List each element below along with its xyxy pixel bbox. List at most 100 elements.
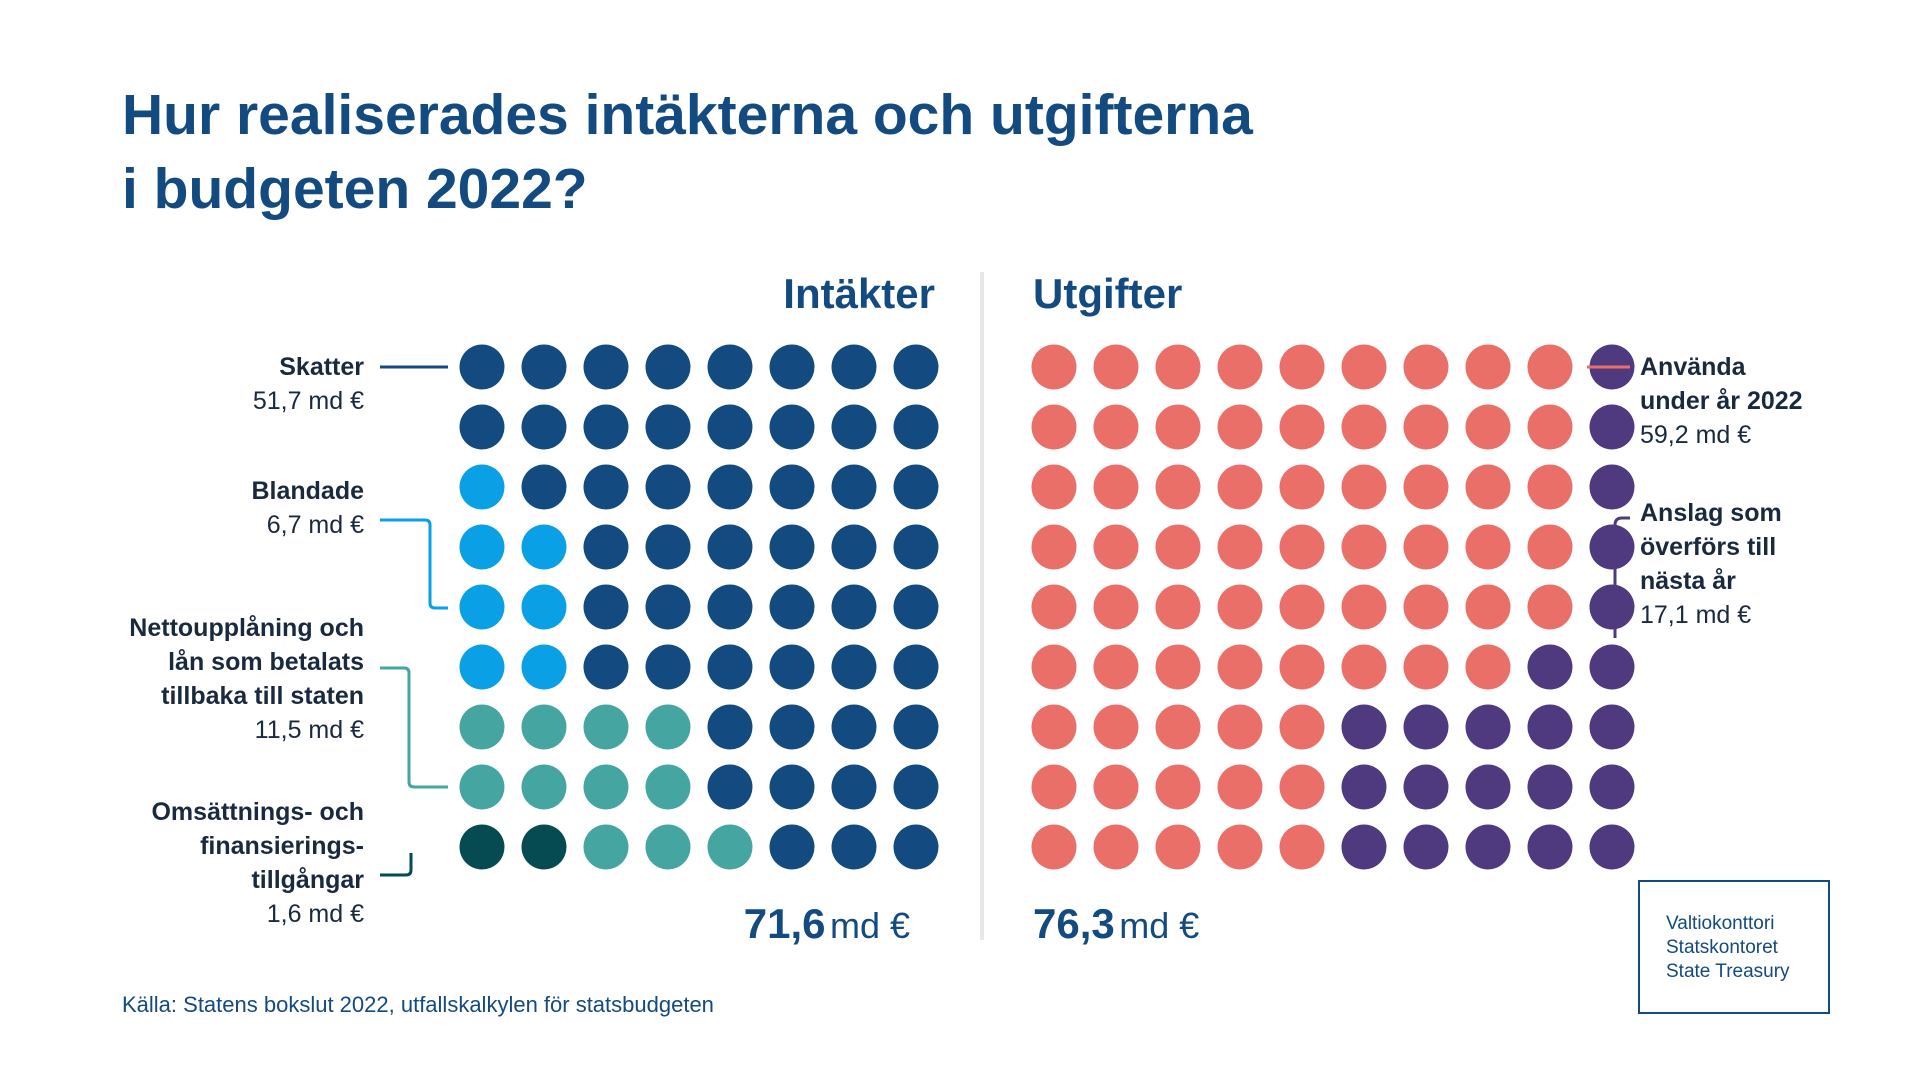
source-note: Källa: Statens bokslut 2022, utfallskalk…: [122, 992, 714, 1017]
income-dot-skatter: [707, 764, 753, 810]
label-blandade-name: Blandade: [251, 477, 364, 505]
logo-line-3: State Treasury: [1666, 961, 1790, 982]
label-omsattning-line-3: tillgångar: [251, 866, 364, 894]
expense-dot-anv-nda-under-r-2022: [1465, 404, 1511, 450]
expense-dot-anv-nda-under-r-2022: [1217, 404, 1263, 450]
expense-dot-anslag-som-verf-rs-till-n-sta-r: [1589, 464, 1635, 510]
expense-dot-anv-nda-under-r-2022: [1155, 764, 1201, 810]
expense-dot-anv-nda-under-r-2022: [1155, 824, 1201, 870]
income-dot-skatter: [645, 644, 691, 690]
income-dot-skatter: [645, 344, 691, 390]
label-connectors: [380, 365, 1630, 877]
label-omsattning-line-2: finansierings-: [200, 832, 364, 860]
expense-dot-anslag-som-verf-rs-till-n-sta-r: [1341, 704, 1387, 750]
expense-dot-anv-nda-under-r-2022: [1217, 584, 1263, 630]
state-treasury-logo: Valtiokonttori Statskontoret State Treas…: [1638, 880, 1830, 1014]
expense-dot-anv-nda-under-r-2022: [1279, 644, 1325, 690]
expense-dot-anslag-som-verf-rs-till-n-sta-r: [1589, 824, 1635, 870]
income-dot-blandade: [459, 524, 505, 570]
expense-dot-anslag-som-verf-rs-till-n-sta-r: [1527, 644, 1573, 690]
expense-dot-anv-nda-under-r-2022: [1093, 764, 1139, 810]
title-line-2: i budgeten 2022?: [122, 157, 588, 221]
label-omsattning: Omsättnings- och finansierings- tillgång…: [151, 795, 364, 931]
income-dot-nettouppl-ning-och-l-n-som-betalats-tillbaka-till-staten: [583, 704, 629, 750]
income-dot-skatter: [893, 704, 939, 750]
income-dot-skatter: [459, 404, 505, 450]
expense-dot-anv-nda-under-r-2022: [1093, 524, 1139, 570]
income-dot-nettouppl-ning-och-l-n-som-betalats-tillbaka-till-staten: [459, 764, 505, 810]
expense-dot-anslag-som-verf-rs-till-n-sta-r: [1589, 584, 1635, 630]
expense-dot-anv-nda-under-r-2022: [1527, 344, 1573, 390]
expense-dot-anv-nda-under-r-2022: [1465, 464, 1511, 510]
expense-dot-anv-nda-under-r-2022: [1031, 464, 1077, 510]
expense-dot-anslag-som-verf-rs-till-n-sta-r: [1589, 524, 1635, 570]
expense-dot-anv-nda-under-r-2022: [1527, 524, 1573, 570]
expense-dot-anslag-som-verf-rs-till-n-sta-r: [1589, 704, 1635, 750]
expense-dot-anslag-som-verf-rs-till-n-sta-r: [1403, 764, 1449, 810]
expense-dot-anv-nda-under-r-2022: [1155, 464, 1201, 510]
expense-dot-anv-nda-under-r-2022: [1341, 464, 1387, 510]
expense-dot-anv-nda-under-r-2022: [1527, 464, 1573, 510]
expense-dot-anv-nda-under-r-2022: [1217, 524, 1263, 570]
expense-dot-anv-nda-under-r-2022: [1341, 644, 1387, 690]
expense-dot-anslag-som-verf-rs-till-n-sta-r: [1465, 704, 1511, 750]
expense-dot-anv-nda-under-r-2022: [1465, 644, 1511, 690]
income-dot-skatter: [893, 824, 939, 870]
expense-dot-anv-nda-under-r-2022: [1031, 524, 1077, 570]
expense-dot-anv-nda-under-r-2022: [1527, 584, 1573, 630]
income-dot-skatter: [831, 764, 877, 810]
income-dot-nettouppl-ning-och-l-n-som-betalats-tillbaka-till-staten: [521, 704, 567, 750]
income-dot-skatter: [707, 644, 753, 690]
expense-dot-anv-nda-under-r-2022: [1279, 824, 1325, 870]
label-anvanda-value: 59,2 md €: [1640, 421, 1752, 449]
expense-total-value: 76,3: [1033, 900, 1115, 947]
expense-dot-anv-nda-under-r-2022: [1341, 404, 1387, 450]
income-dot-skatter: [645, 464, 691, 510]
income-dot-skatter: [831, 524, 877, 570]
expense-dot-anv-nda-under-r-2022: [1031, 824, 1077, 870]
expense-dot-anslag-som-verf-rs-till-n-sta-r: [1589, 404, 1635, 450]
expense-dot-anv-nda-under-r-2022: [1465, 344, 1511, 390]
connector-anslag: [1613, 516, 1630, 638]
expense-total: 76,3 md €: [1033, 898, 1199, 960]
expense-dot-anv-nda-under-r-2022: [1093, 584, 1139, 630]
expense-dot-anv-nda-under-r-2022: [1217, 464, 1263, 510]
label-anvanda: Använda under år 2022 59,2 md €: [1640, 350, 1803, 452]
income-dot-nettouppl-ning-och-l-n-som-betalats-tillbaka-till-staten: [707, 824, 753, 870]
income-dot-nettouppl-ning-och-l-n-som-betalats-tillbaka-till-staten: [645, 704, 691, 750]
expense-dot-anslag-som-verf-rs-till-n-sta-r: [1341, 764, 1387, 810]
income-dot-skatter: [831, 344, 877, 390]
title-line-1: Hur realiserades intäkterna och utgifter…: [122, 83, 1253, 147]
income-dot-skatter: [831, 704, 877, 750]
connector-blandade: [380, 518, 448, 610]
label-netto-line-2: lån som betalats: [168, 648, 364, 676]
expense-dot-anv-nda-under-r-2022: [1403, 344, 1449, 390]
income-dot-skatter: [521, 464, 567, 510]
income-dot-blandade: [521, 644, 567, 690]
income-dot-oms-ttnings-och-finansierings-tillg-ngar: [459, 824, 505, 870]
label-netto-line-1: Nettoupplåning och: [129, 614, 364, 642]
label-anslag-line-2: överförs till: [1640, 533, 1777, 561]
expense-dot-anv-nda-under-r-2022: [1031, 344, 1077, 390]
label-skatter-name: Skatter: [279, 353, 364, 381]
income-total-value: 71,6: [743, 900, 826, 947]
income-dot-skatter: [645, 584, 691, 630]
expense-dot-anv-nda-under-r-2022: [1155, 704, 1201, 750]
income-dot-skatter: [769, 824, 815, 870]
page-title: Hur realiserades intäkterna och utgifter…: [122, 78, 1253, 226]
expense-dot-anv-nda-under-r-2022: [1031, 764, 1077, 810]
expense-total-unit: md €: [1119, 905, 1200, 946]
income-dot-skatter: [769, 764, 815, 810]
expense-dot-anv-nda-under-r-2022: [1341, 524, 1387, 570]
expense-dot-anslag-som-verf-rs-till-n-sta-r: [1403, 824, 1449, 870]
connector-netto: [380, 666, 448, 789]
income-dot-nettouppl-ning-och-l-n-som-betalats-tillbaka-till-staten: [583, 764, 629, 810]
expense-dot-anv-nda-under-r-2022: [1093, 824, 1139, 870]
expense-dot-anv-nda-under-r-2022: [1279, 704, 1325, 750]
expense-dot-anv-nda-under-r-2022: [1093, 404, 1139, 450]
label-netto: Nettoupplåning och lån som betalats till…: [129, 611, 364, 747]
income-dot-skatter: [769, 644, 815, 690]
income-dot-skatter: [707, 464, 753, 510]
income-dot-nettouppl-ning-och-l-n-som-betalats-tillbaka-till-staten: [459, 704, 505, 750]
